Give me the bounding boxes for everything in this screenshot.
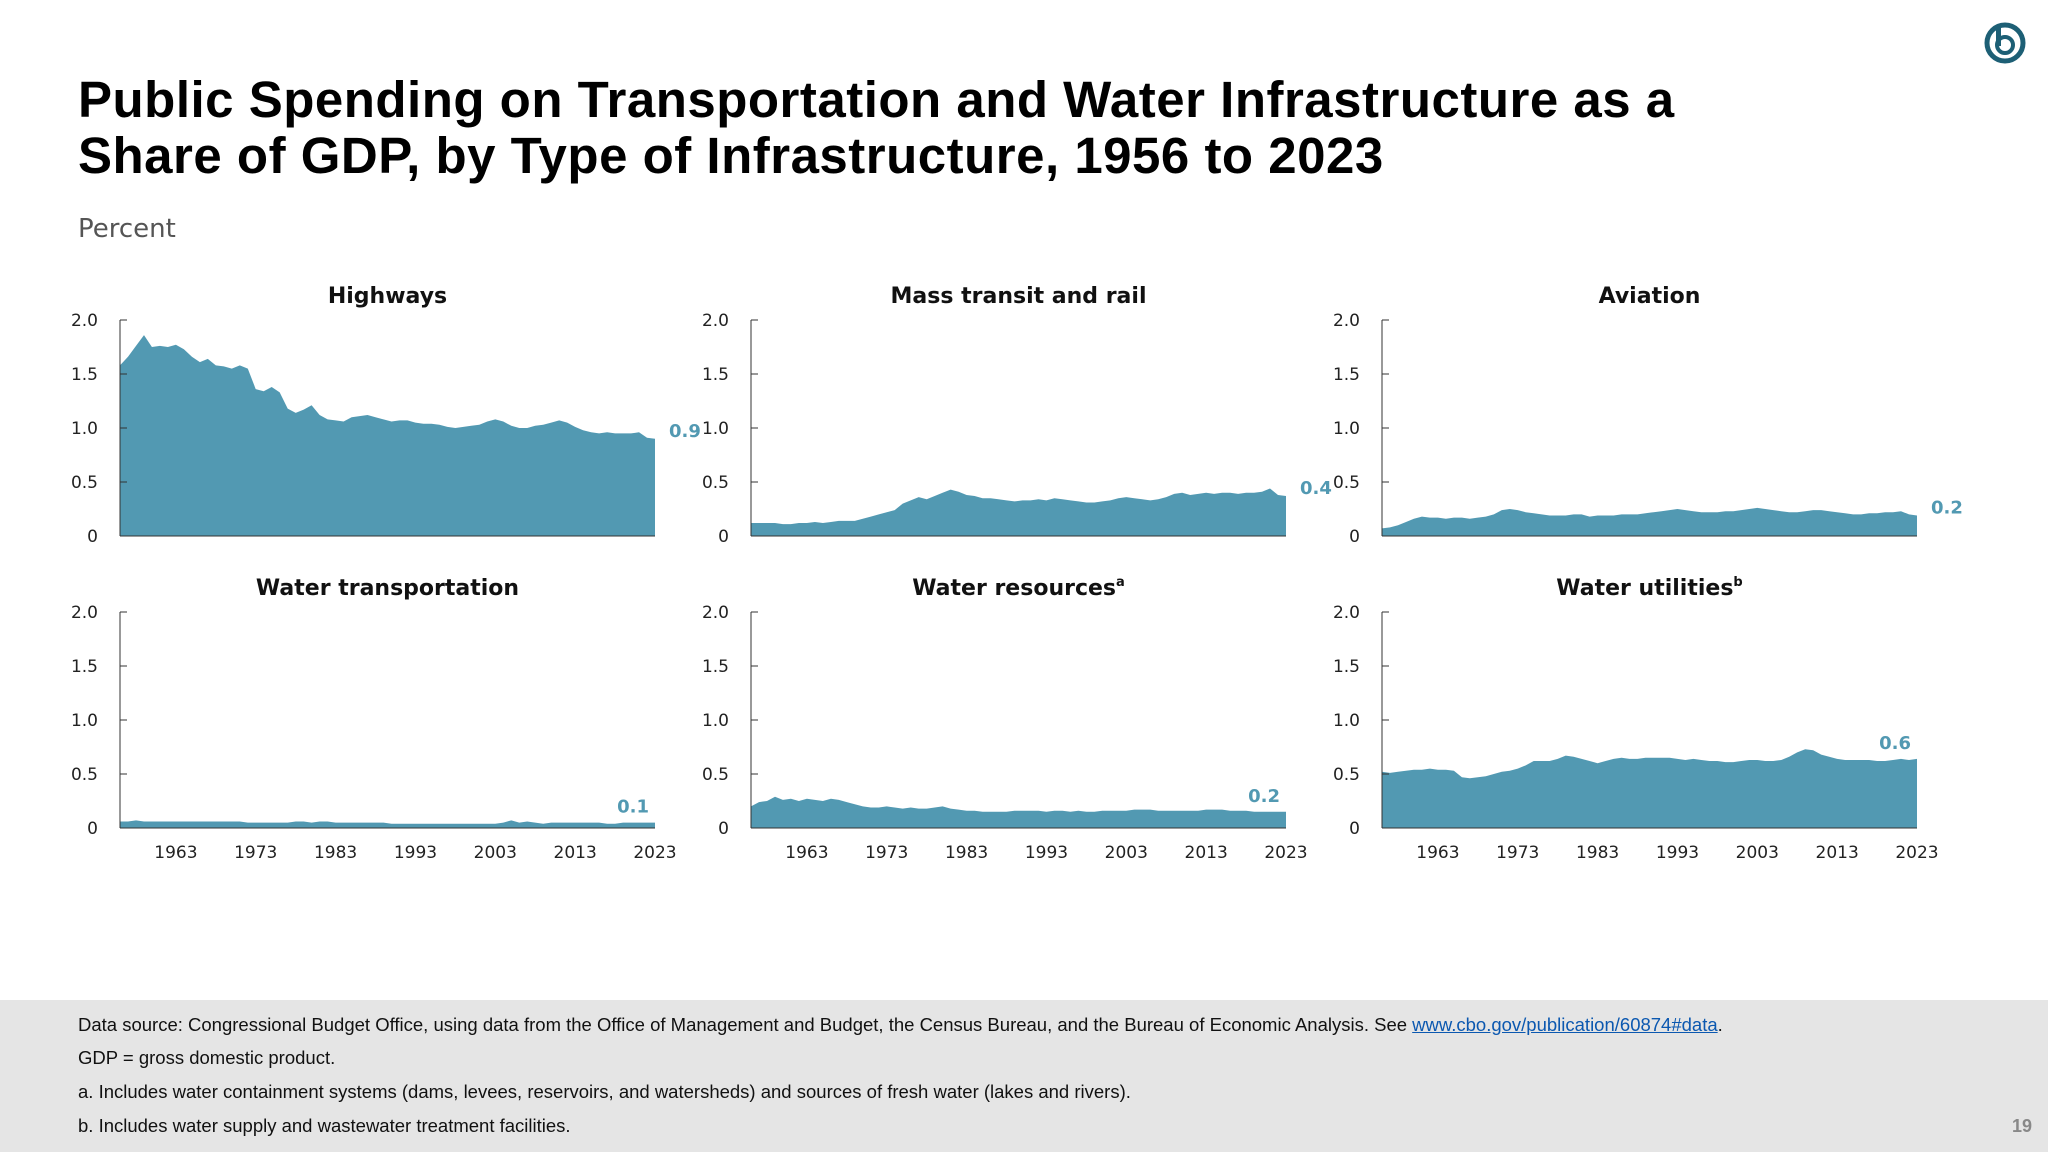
final-value-label: 0.2 [1931,497,1963,518]
data-source-link[interactable]: www.cbo.gov/publication/60874#data [1412,1014,1718,1035]
y-tick-label: 1.5 [71,657,98,677]
data-source-text: Data source: Congressional Budget Office… [78,1014,1413,1035]
series-area [120,820,655,828]
y-tick-label: 0 [718,527,729,547]
page-number: 19 [2011,1116,2032,1136]
x-tick-label: 2023 [1895,843,1938,863]
chart-title: Mass transit and rail [891,284,1147,309]
y-tick-label: 2.0 [1333,311,1360,331]
x-tick-label: 1993 [1025,843,1068,863]
cbo-logo [1984,22,2026,64]
y-tick-label: 1.0 [1333,711,1360,731]
y-tick-label: 2.0 [702,311,729,331]
y-tick-label: 0.5 [1333,473,1360,493]
series-area [1382,507,1917,536]
x-tick-label: 1983 [314,843,357,863]
series-area [751,488,1286,536]
chart-title: Water resourcesa [912,575,1125,601]
chart-title-superscript: a [1116,575,1125,590]
chart-panel-6: Water utilitiesb 0 0.5 1.0 1.5 2.0 1963 1973 198… [1333,575,1939,863]
x-tick-label: 1993 [1656,843,1699,863]
y-tick-label: 2.0 [71,311,98,331]
x-tick-label: 1983 [1576,843,1619,863]
x-tick-label: 1993 [394,843,437,863]
x-tick-label: 2013 [1185,843,1228,863]
x-tick-label: 1973 [1496,843,1539,863]
y-tick-label: 0 [718,819,729,839]
y-tick-label: 1.5 [702,365,729,385]
chart-panel-1: Highways 0 0.5 1.0 1.5 2.0 0.9 [71,284,701,547]
y-tick-label: 0.5 [702,473,729,493]
y-tick-label: 0 [1349,819,1360,839]
y-tick-label: 1.0 [702,419,729,439]
chart-panel-5: Water resourcesa 0 0.5 1.0 1.5 2.0 1963 1973 198… [702,575,1308,863]
unit-label: Percent [78,214,176,244]
x-tick-label: 2013 [1816,843,1859,863]
chart-panel-2: Mass transit and rail 0 0.5 1.0 1.5 2.0 0.4 [702,284,1332,547]
x-tick-label: 2003 [1105,843,1148,863]
chart-title: Water transportation [256,576,519,601]
page-title: Public Spending on Transportation and Wa… [78,72,1958,184]
y-tick-label: 1.0 [1333,419,1360,439]
x-tick-label: 2013 [554,843,597,863]
y-tick-label: 0 [1349,527,1360,547]
chart-title: Water utilitiesb [1556,575,1742,601]
y-tick-label: 1.5 [702,657,729,677]
page-title-line-1: Public Spending on Transportation and Wa… [78,71,1675,128]
data-source-end: . [1717,1014,1723,1035]
page-title-line-2: Share of GDP, by Type of Infrastructure,… [78,127,1384,184]
gdp-note: GDP = gross domestic product. [78,1047,336,1068]
y-tick-label: 0 [87,819,98,839]
y-tick-label: 1.5 [71,365,98,385]
x-tick-label: 2023 [633,843,676,863]
chart-title: Aviation [1599,284,1701,309]
y-tick-label: 0 [87,527,98,547]
series-area [751,796,1286,828]
x-tick-label: 1973 [234,843,277,863]
series-area [120,335,655,536]
final-value-label: 0.6 [1879,733,1911,754]
x-tick-label: 1963 [785,843,828,863]
final-value-label: 0.4 [1300,478,1332,499]
data-source-note: Data source: Congressional Budget Office… [78,1014,1723,1036]
y-tick-label: 0.5 [1333,765,1360,785]
y-tick-label: 0.5 [702,765,729,785]
chart-title: Highways [328,284,447,309]
x-tick-label: 2003 [474,843,517,863]
y-tick-label: 0.5 [71,765,98,785]
y-tick-label: 2.0 [702,603,729,623]
x-tick-label: 2023 [1264,843,1307,863]
series-area [1382,749,1917,828]
chart-panel-3: Aviation 0 0.5 1.0 1.5 2.0 0.2 [1333,284,1963,547]
x-tick-label: 1983 [945,843,988,863]
chart-panel-4: Water transportation 0 0.5 1.0 1.5 2.0 1963 197… [71,576,677,863]
y-tick-label: 1.0 [71,711,98,731]
final-value-label: 0.1 [617,797,649,818]
y-tick-label: 2.0 [71,603,98,623]
x-tick-label: 1963 [1416,843,1459,863]
final-value-label: 0.2 [1248,786,1280,807]
x-tick-label: 1963 [154,843,197,863]
note-b: b. Includes water supply and wastewater … [78,1115,571,1136]
y-tick-label: 1.5 [1333,365,1360,385]
y-tick-label: 1.0 [702,711,729,731]
chart-title-superscript: b [1733,575,1742,590]
footer-notes: Data source: Congressional Budget Office… [0,1000,2048,1152]
y-tick-label: 1.5 [1333,657,1360,677]
x-tick-label: 2003 [1736,843,1779,863]
x-tick-label: 1973 [865,843,908,863]
note-a: a. Includes water containment systems (d… [78,1081,1131,1102]
y-tick-label: 1.0 [71,419,98,439]
final-value-label: 0.9 [669,421,701,442]
y-tick-label: 0.5 [71,473,98,493]
y-tick-label: 2.0 [1333,603,1360,623]
